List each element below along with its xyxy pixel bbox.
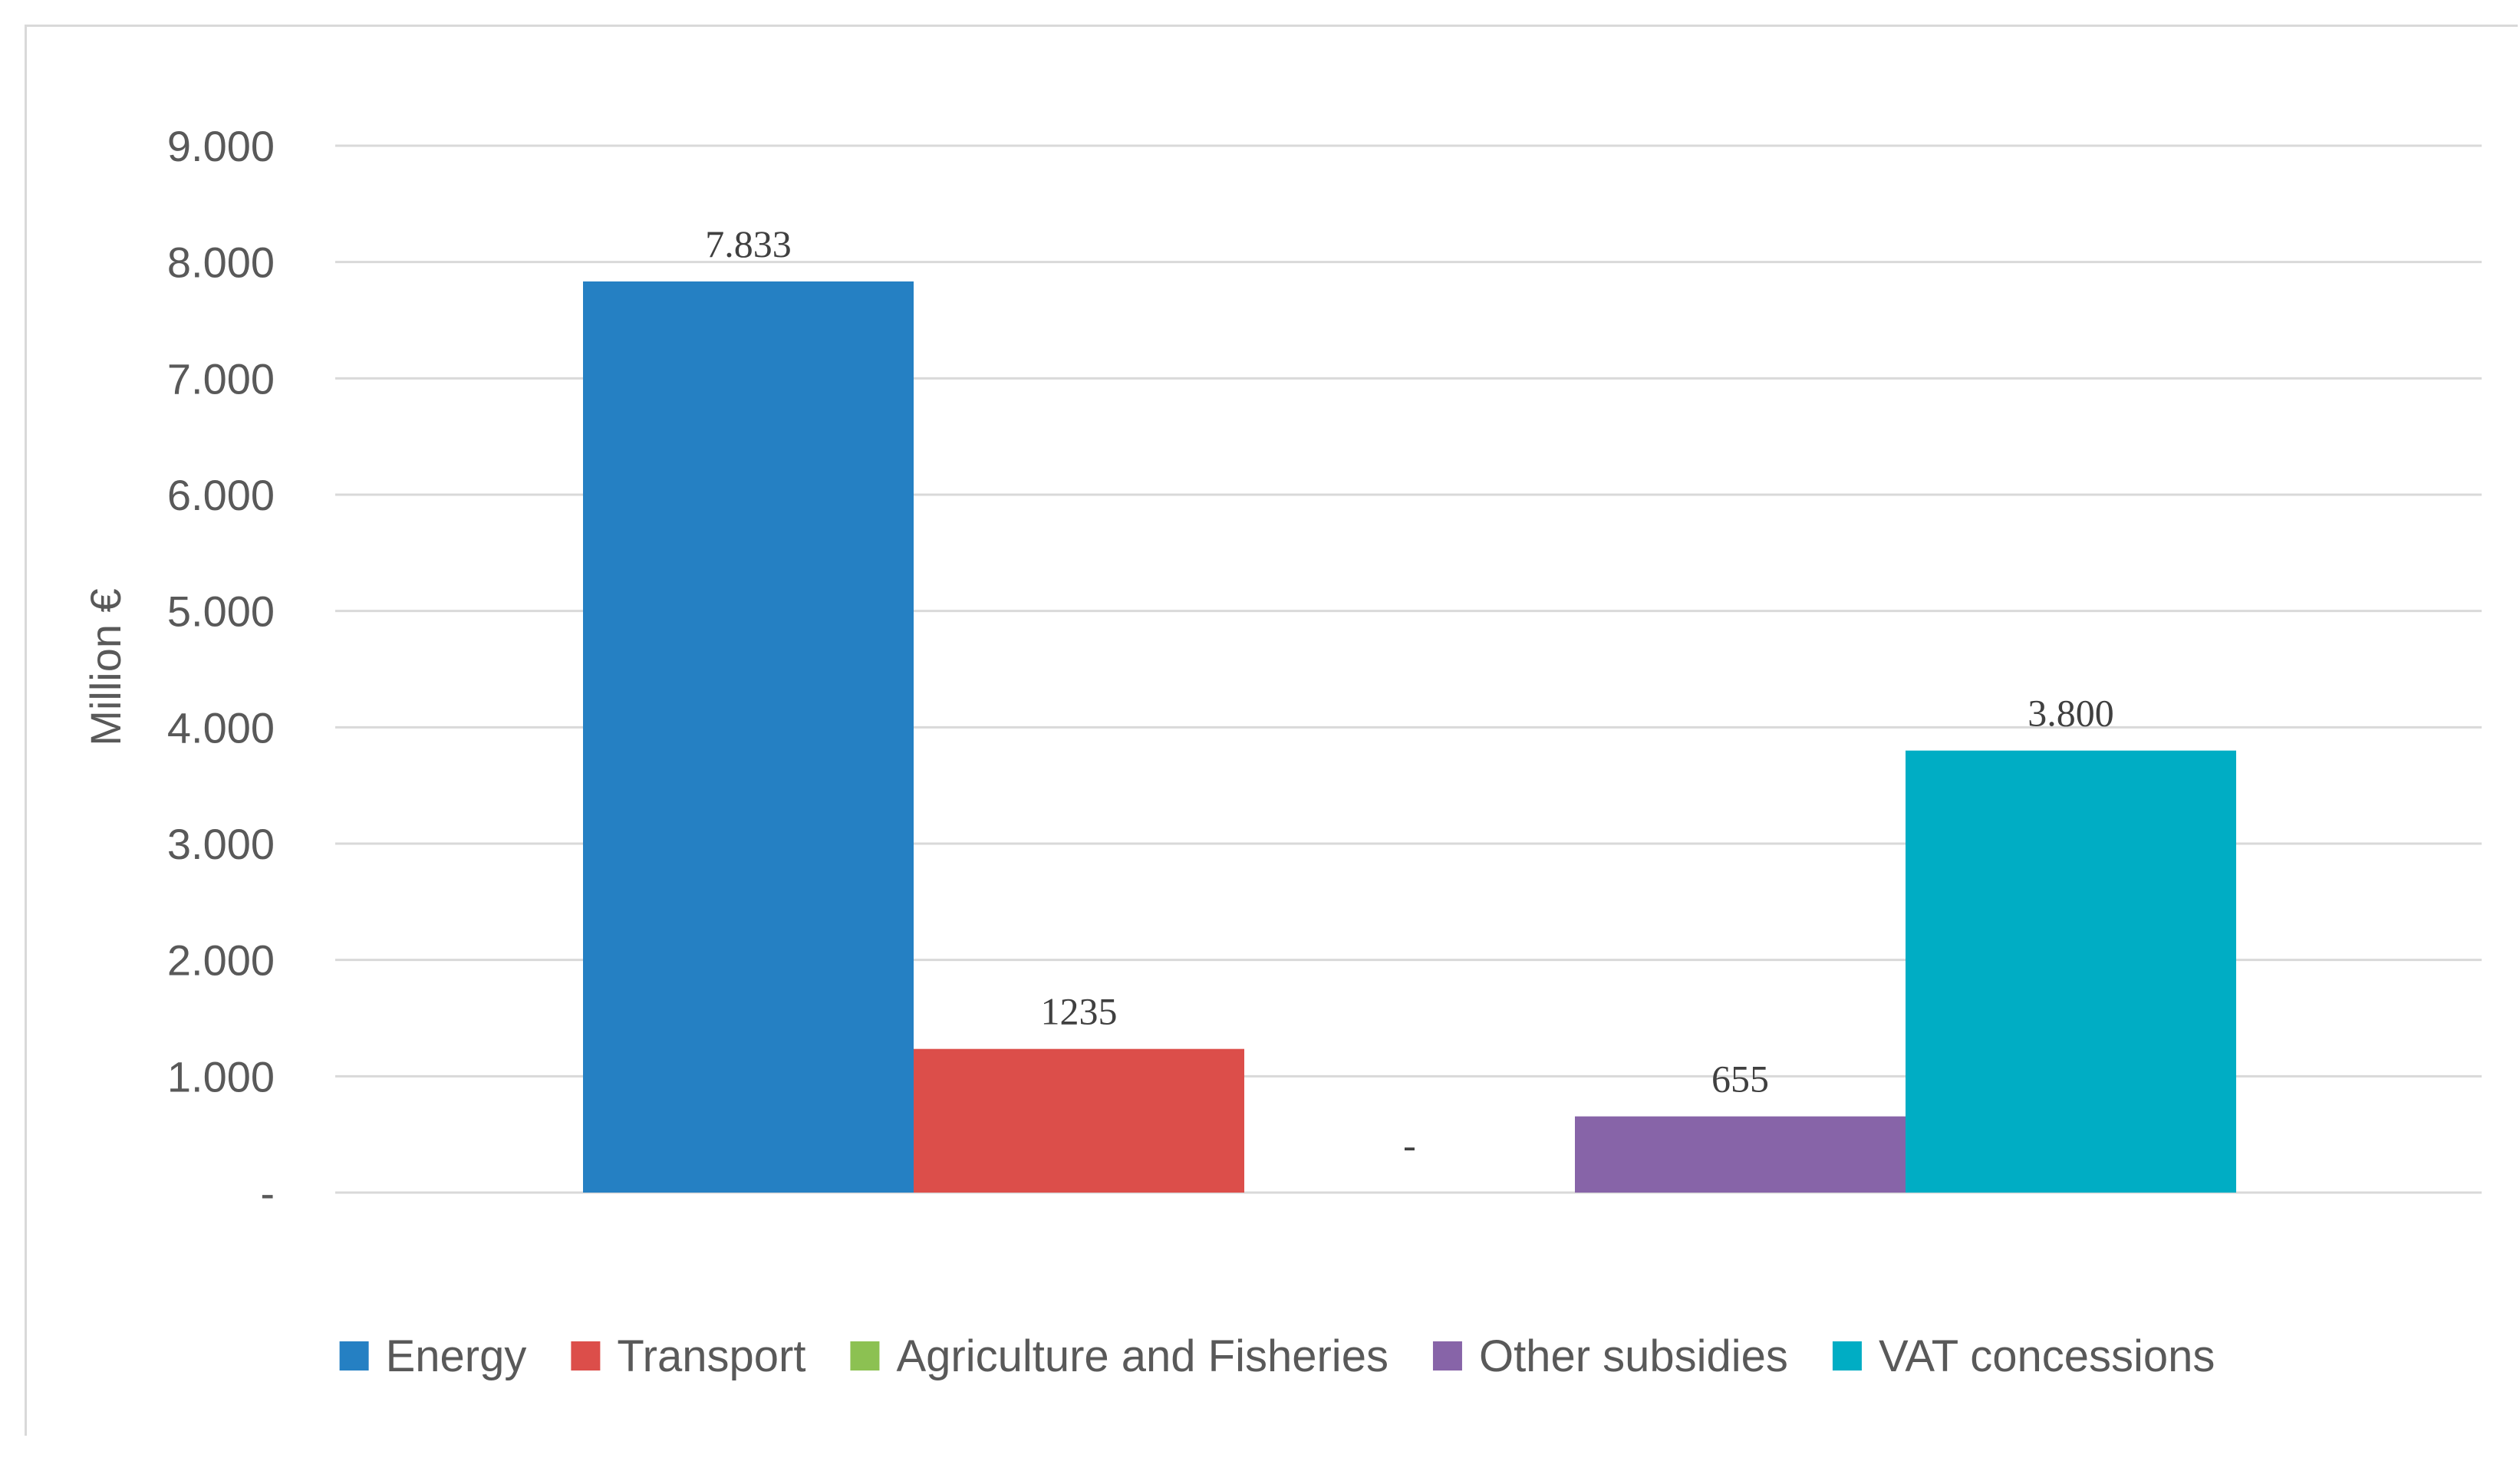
legend-label: Energy [386,1331,527,1381]
y-tick-label: 9.000 [167,122,275,170]
legend-swatch [1832,1341,1862,1371]
legend-swatch [571,1341,601,1371]
y-tick-label: 2.000 [167,936,275,985]
chart-frame [25,25,2518,1436]
bar-transport [914,1048,1244,1193]
y-tick-label: 4.000 [167,703,275,752]
legend-swatch [339,1341,369,1371]
y-tick-label: 1.000 [167,1052,275,1101]
legend-label: Other subsidies [1479,1331,1788,1381]
data-label: 655 [1711,1058,1769,1101]
bar-other-subsidies [1575,1116,1906,1193]
y-tick-label: 5.000 [167,587,275,636]
legend-item: Energy [339,1331,527,1381]
legend-item: Agriculture and Fisheries [850,1331,1388,1381]
legend-swatch [1432,1341,1462,1371]
legend-label: Agriculture and Fisheries [896,1331,1388,1381]
y-tick-label: - [260,1169,275,1217]
data-label: 7.833 [705,222,792,265]
legend-label: VAT concessions [1879,1331,2215,1381]
y-axis-label: Million € [81,588,130,745]
y-tick-label: 3.000 [167,820,275,868]
legend-item: Other subsidies [1432,1331,1788,1381]
legend-label: Transport [617,1331,805,1381]
y-tick-label: 8.000 [167,239,275,287]
data-label: 1235 [1041,990,1118,1033]
y-axis-ticks: - 1.000 2.000 3.000 4.000 5.000 6.000 7.000 8.00… [167,122,275,1217]
legend-swatch [850,1341,880,1371]
data-labels: 7.833 1235 - 655 3.800 [705,222,2114,1166]
data-label: - [1403,1124,1416,1166]
y-tick-label: 6.000 [167,471,275,519]
bar-vat-concessions [1906,750,2236,1193]
legend-item: Transport [571,1331,805,1381]
bars [583,281,2236,1193]
data-label: 3.800 [2028,692,2114,735]
y-tick-label: 7.000 [167,354,275,403]
legend: Energy Transport Agriculture and Fisheries… [339,1331,2215,1381]
bar-energy [583,281,914,1193]
legend-item: VAT concessions [1832,1331,2215,1381]
